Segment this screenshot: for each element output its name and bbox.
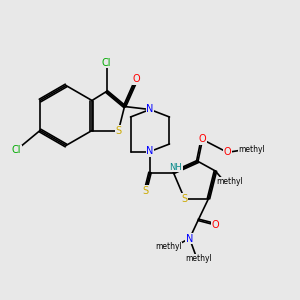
Text: NH: NH	[169, 163, 182, 172]
Text: Cl: Cl	[12, 145, 21, 155]
Text: N: N	[146, 104, 154, 115]
Text: O: O	[212, 220, 219, 230]
Text: methyl: methyl	[155, 242, 182, 251]
Text: O: O	[199, 134, 206, 145]
Text: Cl: Cl	[102, 58, 111, 68]
Text: S: S	[116, 125, 122, 136]
Text: methyl: methyl	[238, 145, 265, 154]
Text: O: O	[133, 74, 140, 85]
Text: O: O	[224, 147, 231, 158]
Text: S: S	[182, 194, 188, 204]
Text: methyl: methyl	[185, 254, 212, 263]
Text: methyl: methyl	[216, 177, 243, 186]
Text: N: N	[186, 233, 193, 244]
Text: S: S	[142, 185, 148, 196]
Text: N: N	[146, 146, 154, 157]
